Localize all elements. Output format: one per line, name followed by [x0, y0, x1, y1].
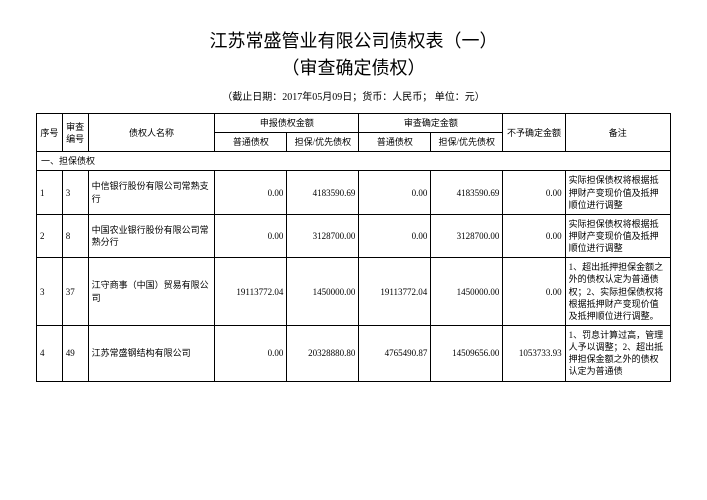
- table-header: 序号 审查编号 债权人名称 申报债权金额 审查确定金额 不予确定金额 备注 普通…: [37, 114, 671, 152]
- header-declared-ordinary: 普通债权: [215, 133, 287, 152]
- cell-note: 实际担保债权将根据抵押财产变现价值及抵押顺位进行调整: [565, 171, 670, 214]
- creditor-table: 序号 审查编号 债权人名称 申报债权金额 审查确定金额 不予确定金额 备注 普通…: [36, 113, 671, 382]
- cell-audit-no: 3: [62, 171, 88, 214]
- cell-confirmed-ordinary: 4765490.87: [359, 325, 431, 381]
- header-confirmed-secured: 担保/优先债权: [431, 133, 503, 152]
- cell-declared-secured: 4183590.69: [287, 171, 359, 214]
- cell-note: 1、超出抵押担保金额之外的债权认定为普通债权；2、实际担保债权将根据抵押财产变现…: [565, 258, 670, 326]
- header-declared-secured: 担保/优先债权: [287, 133, 359, 152]
- header-note: 备注: [565, 114, 670, 152]
- cell-creditor: 江苏常盛钢结构有限公司: [88, 325, 215, 381]
- cell-declared-ordinary: 19113772.04: [215, 258, 287, 326]
- table-body: 一、担保债权 13中信银行股份有限公司常熟支行0.004183590.690.0…: [37, 152, 671, 381]
- cell-seq: 2: [37, 214, 63, 257]
- header-undetermined: 不予确定金额: [503, 114, 565, 152]
- header-confirmed-ordinary: 普通债权: [359, 133, 431, 152]
- cell-declared-ordinary: 0.00: [215, 325, 287, 381]
- cell-undetermined: 0.00: [503, 214, 565, 257]
- cell-declared-secured: 1450000.00: [287, 258, 359, 326]
- header-seq: 序号: [37, 114, 63, 152]
- cell-confirmed-ordinary: 19113772.04: [359, 258, 431, 326]
- cell-declared-ordinary: 0.00: [215, 171, 287, 214]
- table-row: 28中国农业银行股份有限公司常熟分行0.003128700.000.003128…: [37, 214, 671, 257]
- cell-seq: 3: [37, 258, 63, 326]
- cell-declared-secured: 20328880.80: [287, 325, 359, 381]
- header-declared-group: 申报债权金额: [215, 114, 359, 133]
- cell-audit-no: 37: [62, 258, 88, 326]
- header-audit-no: 审查编号: [62, 114, 88, 152]
- cell-audit-no: 8: [62, 214, 88, 257]
- cell-creditor: 江守商事（中国）贸易有限公司: [88, 258, 215, 326]
- header-creditor: 债权人名称: [88, 114, 215, 152]
- table-row: 13中信银行股份有限公司常熟支行0.004183590.690.00418359…: [37, 171, 671, 214]
- cell-seq: 1: [37, 171, 63, 214]
- cell-audit-no: 49: [62, 325, 88, 381]
- document-page: 江苏常盛管业有限公司债权表（一） （审查确定债权） （截止日期：2017年05月…: [0, 0, 707, 382]
- cell-note: 1、罚息计算过高，管理人予以调整；2、超出抵押担保金额之外的债权认定为普通债: [565, 325, 670, 381]
- cell-undetermined: 0.00: [503, 171, 565, 214]
- section-row: 一、担保债权: [37, 152, 671, 171]
- cell-declared-secured: 3128700.00: [287, 214, 359, 257]
- cell-confirmed-ordinary: 0.00: [359, 214, 431, 257]
- cell-confirmed-secured: 3128700.00: [431, 214, 503, 257]
- cell-creditor: 中信银行股份有限公司常熟支行: [88, 171, 215, 214]
- table-row: 337江守商事（中国）贸易有限公司19113772.041450000.0019…: [37, 258, 671, 326]
- cell-undetermined: 0.00: [503, 258, 565, 326]
- page-meta: （截止日期：2017年05月09日；货币：人民币； 单位：元）: [36, 88, 671, 103]
- page-title: 江苏常盛管业有限公司债权表（一）: [36, 28, 671, 55]
- page-subtitle: （审查确定债权）: [36, 55, 671, 82]
- cell-undetermined: 1053733.93: [503, 325, 565, 381]
- section-label: 一、担保债权: [37, 152, 671, 171]
- cell-seq: 4: [37, 325, 63, 381]
- cell-creditor: 中国农业银行股份有限公司常熟分行: [88, 214, 215, 257]
- cell-note: 实际担保债权将根据抵押财产变现价值及抵押顺位进行调整: [565, 214, 670, 257]
- cell-confirmed-secured: 4183590.69: [431, 171, 503, 214]
- cell-declared-ordinary: 0.00: [215, 214, 287, 257]
- cell-confirmed-secured: 1450000.00: [431, 258, 503, 326]
- header-confirmed-group: 审查确定金额: [359, 114, 503, 133]
- table-row: 449江苏常盛钢结构有限公司0.0020328880.804765490.871…: [37, 325, 671, 381]
- cell-confirmed-ordinary: 0.00: [359, 171, 431, 214]
- cell-confirmed-secured: 14509656.00: [431, 325, 503, 381]
